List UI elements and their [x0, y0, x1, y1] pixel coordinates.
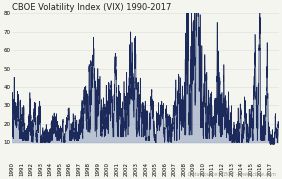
- Text: Data source: CBOE - www.cboe.com: Data source: CBOE - www.cboe.com: [188, 172, 276, 177]
- Text: CBOE Volatility Index (VIX) 1990-2017: CBOE Volatility Index (VIX) 1990-2017: [12, 3, 171, 13]
